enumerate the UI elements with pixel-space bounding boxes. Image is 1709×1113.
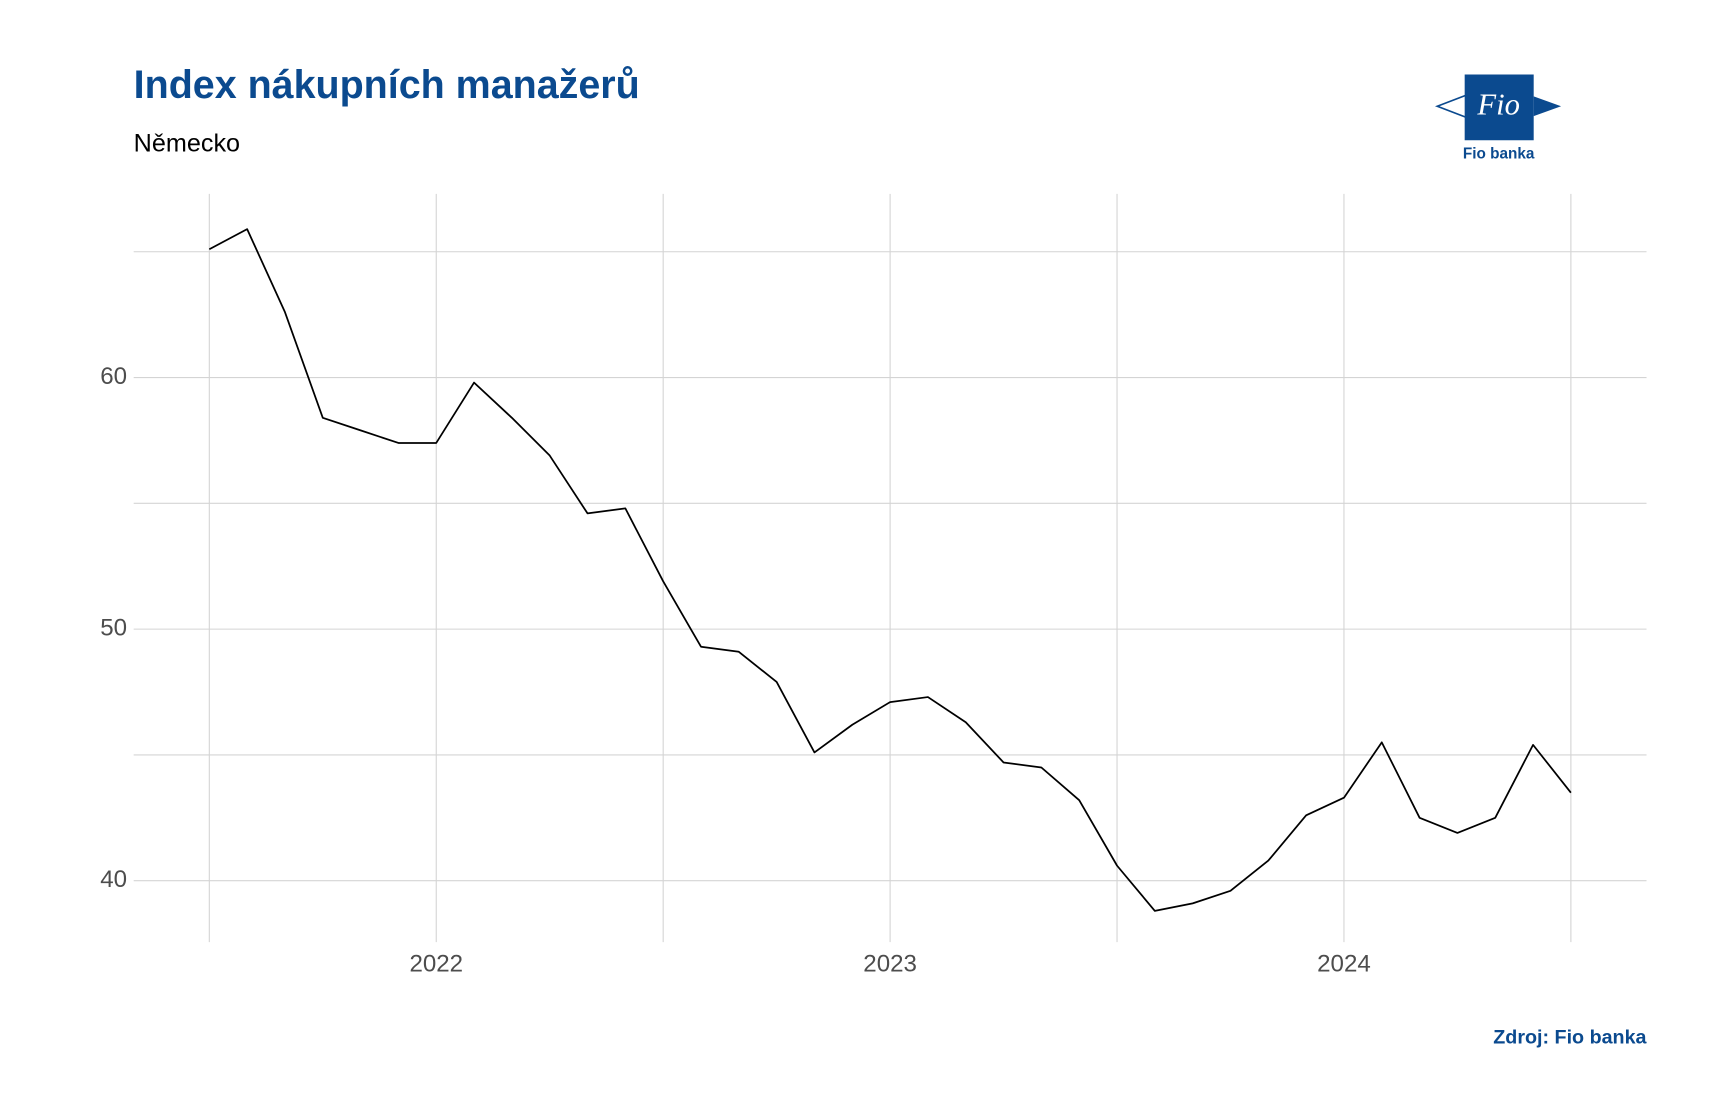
y-tick-label: 50: [100, 614, 127, 641]
chart-title: Index nákupních manažerů: [134, 63, 640, 107]
x-tick-label: 2023: [863, 950, 917, 977]
x-tick-label: 2024: [1317, 950, 1371, 977]
logo-name: Fio banka: [1463, 146, 1535, 163]
logo-mark: Fio: [1476, 87, 1520, 121]
line: [208, 228, 1572, 912]
source: Zdroj: Fio banka: [1493, 1027, 1647, 1049]
logo-shape: [1464, 74, 1534, 141]
logo: Fio Fio banka: [1434, 74, 1562, 163]
logo-shape: [1533, 96, 1562, 117]
y-tick-label: 60: [100, 363, 127, 390]
y-tick-label: 40: [100, 866, 127, 893]
x-tick-label: 2022: [409, 950, 463, 977]
chart-subtitle: Německo: [134, 129, 240, 157]
